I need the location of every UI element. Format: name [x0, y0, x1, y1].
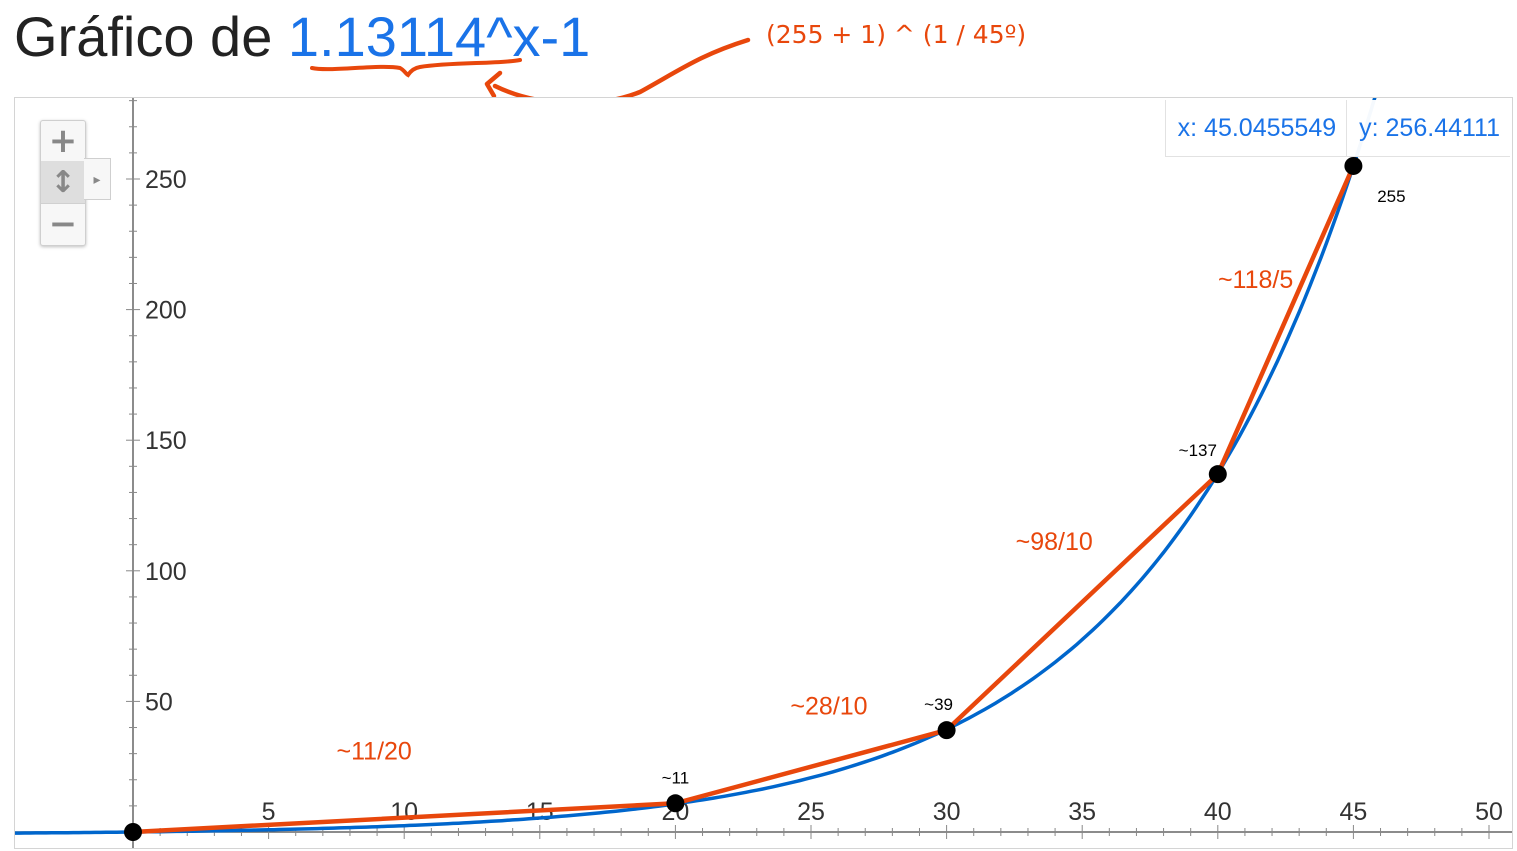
x-tick-label: 35 [1068, 798, 1096, 826]
zoom-in-button[interactable]: + [41, 121, 85, 162]
point-label: ~137 [1179, 441, 1217, 460]
segment-slope-label: ~98/10 [1016, 528, 1093, 556]
coordinate-readout: x: 45.0455549 y: 256.44111 [1164, 100, 1510, 157]
title-function-base: 1.13114 [287, 5, 487, 68]
x-tick-label: 50 [1475, 798, 1503, 826]
x-tick-label: 10 [390, 798, 418, 826]
x-tick-label: 40 [1204, 798, 1232, 826]
page-title: Gráfico de 1.13114^x-1 [14, 4, 590, 70]
title-function-suffix: ^x-1 [486, 5, 591, 68]
data-point [1208, 465, 1227, 484]
data-point [124, 823, 142, 841]
point-label: ~11 [662, 768, 690, 787]
segment-slope-label: ~11/20 [337, 738, 412, 766]
readout-x: x: 45.0455549 [1177, 114, 1337, 142]
pan-vertical-icon[interactable]: ↕ [41, 161, 85, 204]
segment-slope-label: ~118/5 [1218, 266, 1293, 294]
zoom-out-button[interactable]: − [48, 204, 78, 244]
readout-y: y: 256.44111 [1346, 100, 1510, 156]
point-label: 255 [1377, 187, 1405, 206]
x-tick-label: 25 [797, 798, 825, 826]
x-tick-label: 5 [262, 798, 276, 826]
chart-svg[interactable]: 510152025303540455050100150200250~11~39~… [15, 98, 1512, 848]
x-tick-label: 30 [933, 798, 961, 826]
y-tick-label: 150 [145, 427, 187, 455]
data-point [937, 721, 956, 740]
graph-area[interactable]: 510152025303540455050100150200250~11~39~… [14, 97, 1513, 849]
data-point [1344, 156, 1363, 175]
segment-slope-label: ~28/10 [790, 693, 867, 721]
y-tick-label: 100 [145, 558, 187, 586]
function-curve [15, 98, 1377, 835]
data-point [666, 794, 685, 813]
arrow-head [484, 70, 503, 99]
title-prefix: Gráfico de [14, 5, 288, 68]
y-tick-label: 50 [145, 688, 173, 716]
zoom-control: + ↕ − [40, 120, 86, 246]
x-tick-label: 45 [1339, 798, 1367, 826]
y-tick-label: 200 [145, 297, 187, 325]
exponent-annotation: (255 + 1) ^ (1 / 45º) [766, 20, 1027, 49]
approximation-line [132, 164, 1356, 835]
point-label: ~39 [924, 695, 953, 714]
expand-arrow-icon[interactable]: ▸ [84, 158, 111, 200]
y-tick-label: 250 [145, 166, 187, 194]
